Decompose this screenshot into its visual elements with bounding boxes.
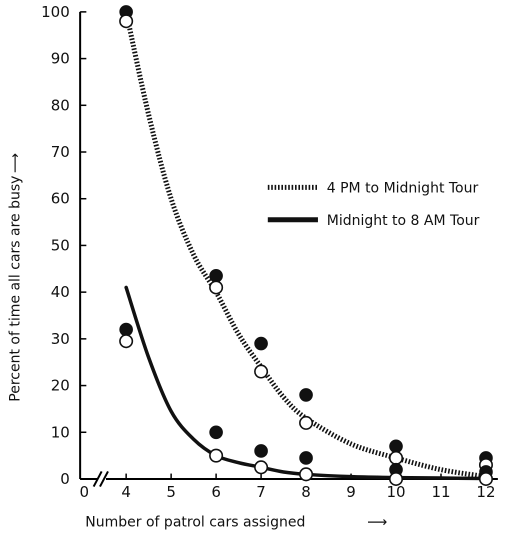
axis-break-mark: [92, 470, 109, 488]
x-axis-arrow: ⟶: [367, 515, 387, 531]
x-axis-label: Number of patrol cars assigned: [85, 515, 305, 531]
observed-point-midnight: [119, 322, 133, 337]
computed-point-midnight: [119, 334, 134, 349]
y-tick-label: 10: [51, 423, 70, 441]
observed-point-4pm: [209, 268, 223, 283]
y-axis-arrow: ⟶: [8, 153, 24, 173]
x-tick-label: 0: [79, 483, 89, 501]
computed-point-4pm: [254, 364, 269, 379]
y-axis-label: Percent of time all cars are busy: [8, 176, 24, 402]
computed-point-midnight: [389, 471, 404, 486]
computed-point-midnight: [209, 448, 224, 463]
x-tick-label: 11: [431, 483, 450, 501]
y-tick-label: 0: [60, 470, 70, 488]
x-tick-label: 5: [166, 483, 176, 501]
computed-point-midnight: [299, 467, 314, 482]
computed-point-midnight: [478, 471, 493, 486]
legend: 4 PM to Midnight Tour Midnight to 8 AM T…: [267, 180, 480, 229]
x-tick-label: 7: [256, 483, 266, 501]
axis-break-slash: [92, 470, 103, 488]
series-curves: [123, 11, 488, 481]
y-tick-label: 100: [41, 3, 70, 21]
y-tick-label: 30: [51, 330, 70, 348]
observed-point-midnight: [209, 425, 223, 440]
axes: [79, 11, 498, 488]
computed-point-midnight: [254, 460, 269, 475]
computed-point-4pm: [389, 450, 404, 465]
computed-point-4pm: [209, 280, 224, 295]
y-tick-label: 20: [51, 377, 70, 395]
observed-point-midnight: [254, 444, 268, 458]
y-tick-label: 90: [51, 50, 70, 68]
observed-point-4pm: [254, 336, 268, 351]
x-tick-label: 10: [386, 483, 405, 501]
observed-point-4pm: [389, 439, 403, 454]
observed-point-midnight: [299, 451, 313, 465]
legend-label-4pm-midnight: 4 PM to Midnight Tour: [327, 180, 479, 196]
legend-label-midnight-8am: Midnight to 8 AM Tour: [327, 213, 480, 229]
computed-point-4pm: [119, 14, 134, 29]
axis-break-slash: [99, 470, 109, 488]
x-tick-label: 4: [121, 483, 131, 501]
x-tick-label: 6: [211, 483, 221, 501]
curve-midnight-8am: [124, 285, 488, 481]
x-tick-label: 9: [346, 483, 356, 501]
x-tick-label: 12: [476, 483, 495, 501]
data-points: [119, 5, 493, 486]
y-tick-label: 40: [51, 283, 70, 301]
y-tick-label: 60: [51, 190, 70, 208]
observed-point-4pm: [299, 388, 313, 402]
y-ticks: 0 10 20 30 40 50 60 70 80 90 100: [41, 3, 87, 488]
y-tick-label: 80: [51, 96, 70, 114]
curve-4pm-midnight: [123, 11, 487, 480]
y-tick-label: 50: [51, 236, 70, 254]
y-tick-label: 70: [51, 143, 70, 161]
computed-point-4pm: [299, 415, 314, 430]
x-tick-label: 8: [301, 483, 311, 501]
